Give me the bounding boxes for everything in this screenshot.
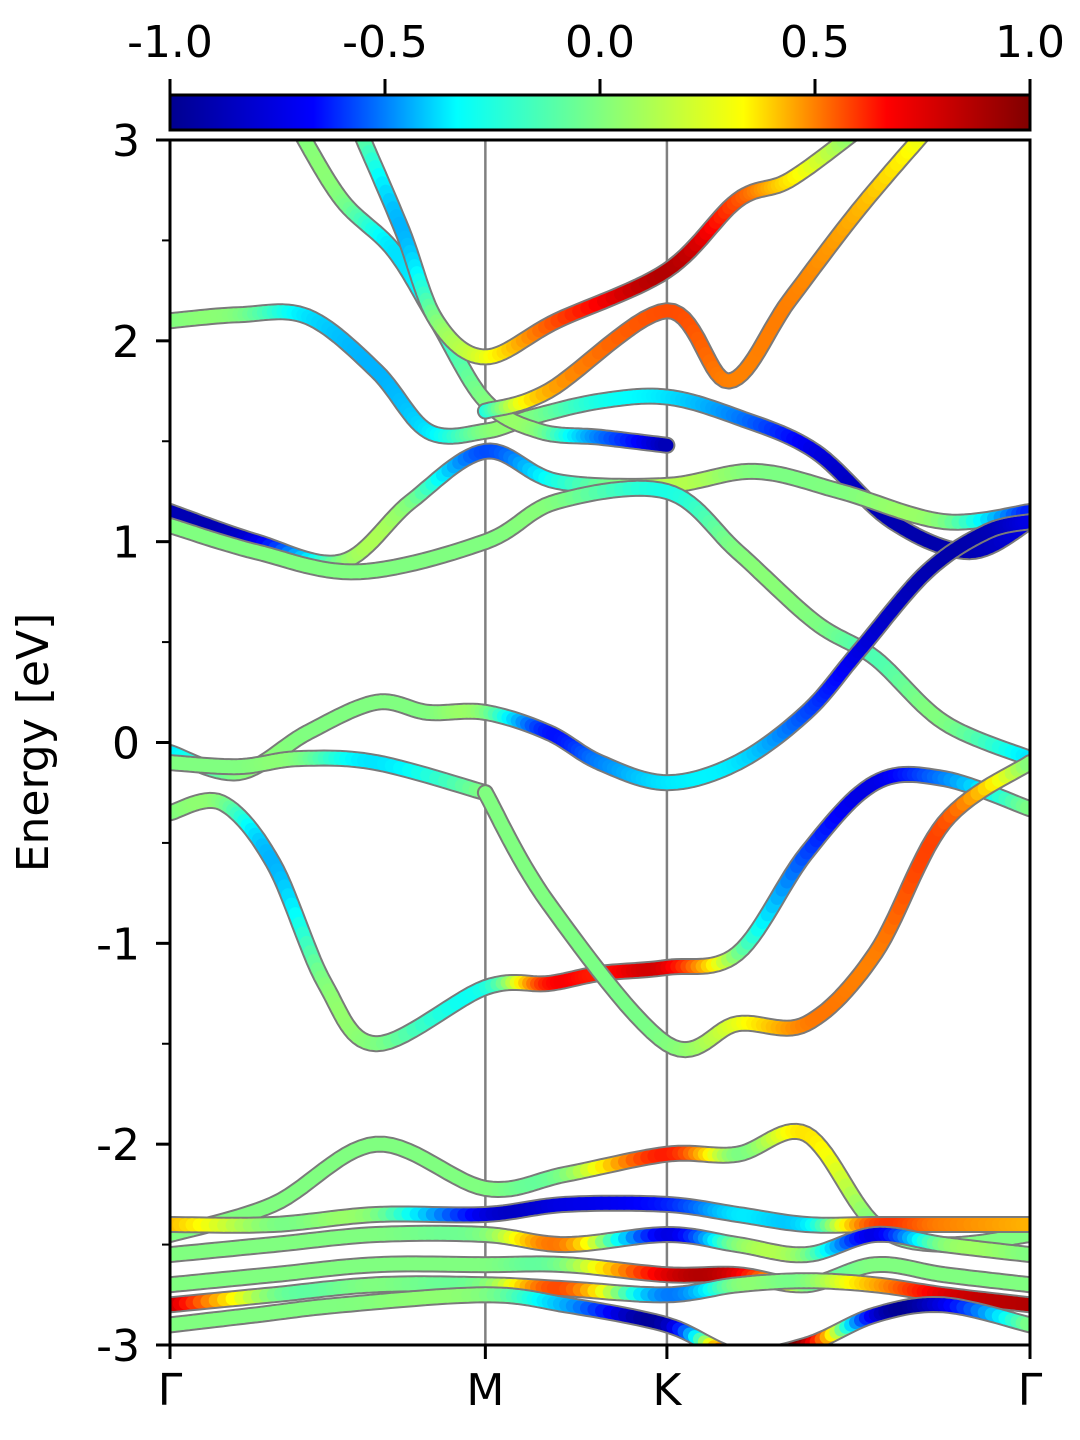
band-segment xyxy=(728,1353,733,1354)
band-segment xyxy=(914,140,927,144)
band-segment xyxy=(297,140,309,143)
band-12 xyxy=(170,1194,1030,1234)
band-4 xyxy=(476,140,930,420)
band-segment xyxy=(707,1340,724,1345)
y-tick-label: 0 xyxy=(112,719,140,770)
band-1 xyxy=(170,303,1030,561)
bands xyxy=(170,140,1030,1356)
band-segment xyxy=(762,1355,767,1356)
x-tick-label: M xyxy=(466,1365,504,1416)
colorbar-tick-label: -0.5 xyxy=(342,17,428,68)
plot-area: 3 2 1 0 -1 -2 -3 Γ M K Γ xyxy=(96,116,1043,1416)
band-9 xyxy=(170,765,1030,1053)
band-segment xyxy=(767,1354,772,1355)
colorbar-tick-label: 0.0 xyxy=(565,17,635,68)
band-13 xyxy=(170,1224,1030,1264)
band-16 xyxy=(170,1286,1030,1356)
y-axis: 3 2 1 0 -1 -2 -3 xyxy=(96,116,170,1372)
band-segment xyxy=(790,1339,808,1345)
band-15 xyxy=(170,1272,1030,1314)
y-axis-label: Energy [eV] xyxy=(8,613,59,873)
band-segment xyxy=(783,1342,797,1345)
band-segment xyxy=(738,1355,743,1356)
band-segment xyxy=(781,1344,791,1345)
y-tick-label: -2 xyxy=(96,1120,140,1171)
band-10 xyxy=(476,754,1030,1059)
band-7 xyxy=(170,513,1030,792)
band-6 xyxy=(170,479,1030,768)
y-tick-label: 2 xyxy=(112,317,140,368)
band-segment xyxy=(757,1355,762,1356)
band-segment xyxy=(841,140,856,145)
band-3 xyxy=(354,140,859,366)
band-segment xyxy=(356,140,370,146)
band-segment xyxy=(733,1354,738,1355)
colorbar-tick-label: 1.0 xyxy=(995,17,1065,68)
y-tick-label: -1 xyxy=(96,919,140,970)
band-segment xyxy=(713,1342,726,1345)
band-segment xyxy=(786,1341,803,1345)
x-tick-label: K xyxy=(652,1365,682,1416)
band-segment xyxy=(772,1353,777,1354)
y-tick-label: 3 xyxy=(112,116,140,167)
band-segment xyxy=(720,1344,726,1345)
colorbar-ticks: -1.0 -0.5 0.0 0.5 1.0 xyxy=(127,17,1065,95)
y-tick-label: -3 xyxy=(96,1321,140,1372)
band-segment xyxy=(777,1352,782,1353)
x-tick-label: Γ xyxy=(158,1365,183,1416)
x-tick-label: Γ xyxy=(1018,1365,1043,1416)
band-outline xyxy=(476,754,1030,1059)
band-outline xyxy=(476,140,930,420)
y-tick-label: 1 xyxy=(112,518,140,569)
colorbar-gradient xyxy=(168,93,1032,132)
colorbar-tick-label: -1.0 xyxy=(127,17,213,68)
band-segment xyxy=(847,140,856,142)
colorbar-tick-label: 0.5 xyxy=(780,17,850,68)
colorbar: -1.0 -0.5 0.0 0.5 1.0 xyxy=(127,17,1065,132)
band-5 xyxy=(170,442,1030,572)
high-symmetry-lines xyxy=(484,140,669,1345)
